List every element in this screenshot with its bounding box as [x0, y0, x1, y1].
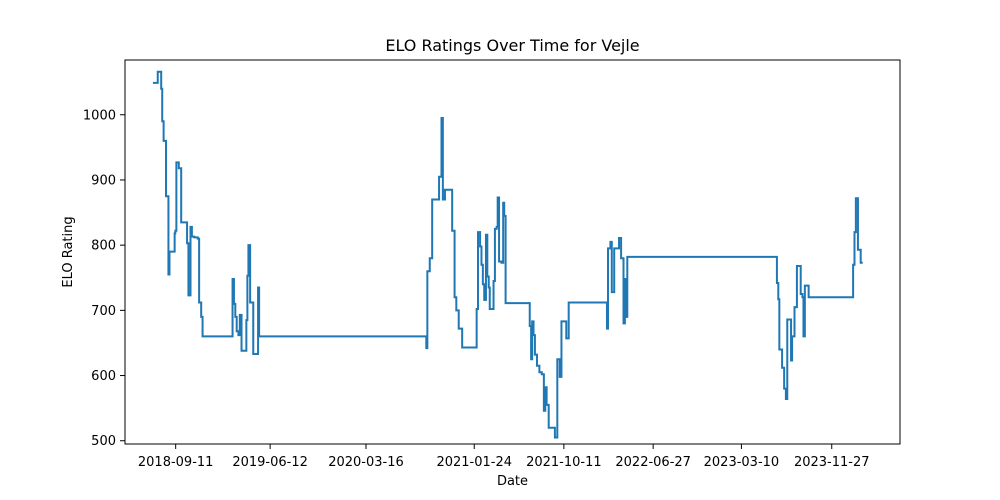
- y-axis: 500 600 700 800 900 1000: [83, 108, 125, 449]
- x-tick-label-2: 2020-03-16: [328, 455, 404, 470]
- x-tick-label-1: 2019-06-12: [232, 455, 308, 470]
- plot-frame: [124, 59, 901, 445]
- y-tick-label-1: 600: [91, 369, 116, 384]
- x-tick-label-6: 2023-03-10: [704, 455, 780, 470]
- y-tick-label-3: 800: [91, 239, 116, 254]
- y-tick-label-5: 1000: [83, 108, 116, 123]
- x-tick-label-5: 2022-06-27: [615, 455, 691, 470]
- x-tick-label-4: 2021-10-11: [526, 455, 602, 470]
- plot-area: [125, 60, 900, 444]
- y-axis-label: ELO Rating: [61, 216, 76, 287]
- y-tick-label-2: 700: [91, 304, 116, 319]
- x-tick-label-7: 2023-11-27: [794, 455, 870, 470]
- x-axis-label: Date: [497, 474, 528, 489]
- series-layer: [152, 70, 863, 439]
- series-line-0: [152, 70, 863, 439]
- chart-title: ELO Ratings Over Time for Vejle: [385, 36, 639, 55]
- y-tick-label-4: 900: [91, 173, 116, 188]
- x-tick-label-0: 2018-09-11: [138, 455, 214, 470]
- x-tick-label-3: 2021-01-24: [436, 455, 512, 470]
- y-tick-label-0: 500: [91, 434, 116, 449]
- x-axis: 2018-09-11 2019-06-12 2020-03-16 2021-01-24…: [138, 444, 870, 470]
